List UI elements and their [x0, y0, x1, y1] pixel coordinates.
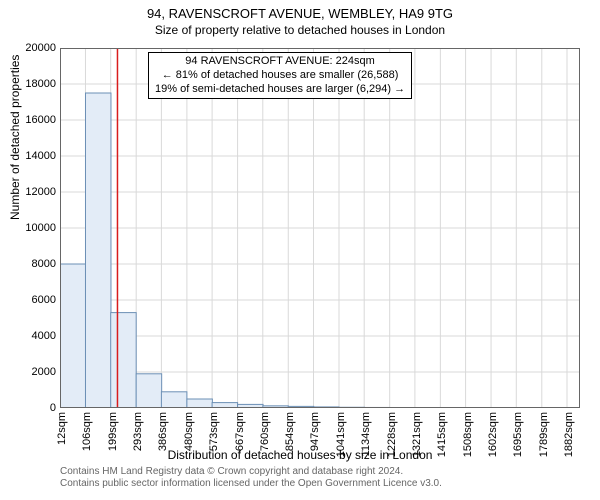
chart-title-sub: Size of property relative to detached ho… [0, 21, 600, 37]
xtick-label: 1134sqm [360, 412, 372, 456]
chart-svg [60, 48, 580, 408]
xtick-label: 12sqm [56, 412, 68, 445]
xtick-label: 1695sqm [512, 412, 524, 457]
xtick-label: 667sqm [234, 412, 246, 451]
xtick-label: 1228sqm [386, 412, 398, 457]
histogram-bar [60, 264, 85, 408]
xtick-label: 386sqm [157, 412, 169, 451]
footer-line-2: Contains public sector information licen… [60, 478, 442, 490]
xtick-label: 106sqm [81, 412, 93, 451]
footer-attribution: Contains HM Land Registry data © Crown c… [60, 466, 442, 490]
annotation-line-3: 19% of semi-detached houses are larger (… [155, 83, 405, 97]
xtick-label: 1882sqm [563, 412, 575, 457]
ytick-label: 12000 [16, 186, 56, 198]
xtick-label: 480sqm [183, 412, 195, 451]
ytick-label: 2000 [16, 366, 56, 378]
ytick-label: 8000 [16, 258, 56, 270]
annotation-line-1: 94 RAVENSCROFT AVENUE: 224sqm [155, 55, 405, 69]
xtick-label: 760sqm [259, 412, 271, 451]
xtick-label: 1508sqm [462, 412, 474, 457]
xtick-label: 854sqm [284, 412, 296, 451]
ytick-label: 14000 [16, 150, 56, 162]
ytick-label: 18000 [16, 78, 56, 90]
histogram-bar [85, 93, 110, 408]
ytick-label: 20000 [16, 42, 56, 54]
chart-title-main: 94, RAVENSCROFT AVENUE, WEMBLEY, HA9 9TG [0, 0, 600, 21]
histogram-bar [187, 399, 212, 408]
chart-container: 94, RAVENSCROFT AVENUE, WEMBLEY, HA9 9TG… [0, 0, 600, 500]
xtick-label: 199sqm [107, 412, 119, 451]
ytick-label: 6000 [16, 294, 56, 306]
ytick-label: 0 [16, 402, 56, 414]
footer-line-1: Contains HM Land Registry data © Crown c… [60, 466, 442, 478]
annotation-box: 94 RAVENSCROFT AVENUE: 224sqm ← 81% of d… [148, 52, 412, 99]
xtick-label: 1415sqm [436, 412, 448, 457]
xtick-label: 1789sqm [538, 412, 550, 457]
ytick-label: 4000 [16, 330, 56, 342]
xtick-label: 293sqm [132, 412, 144, 451]
xtick-label: 573sqm [208, 412, 220, 451]
xtick-label: 1321sqm [411, 412, 423, 457]
xtick-label: 1602sqm [487, 412, 499, 457]
histogram-bar [136, 374, 161, 408]
ytick-label: 10000 [16, 222, 56, 234]
chart-area: 94 RAVENSCROFT AVENUE: 224sqm ← 81% of d… [60, 48, 580, 408]
annotation-line-2: ← 81% of detached houses are smaller (26… [155, 69, 405, 83]
histogram-bar [161, 392, 186, 408]
xtick-label: 1041sqm [335, 412, 347, 457]
ytick-label: 16000 [16, 114, 56, 126]
histogram-bar [111, 313, 136, 408]
xtick-label: 947sqm [309, 412, 321, 451]
